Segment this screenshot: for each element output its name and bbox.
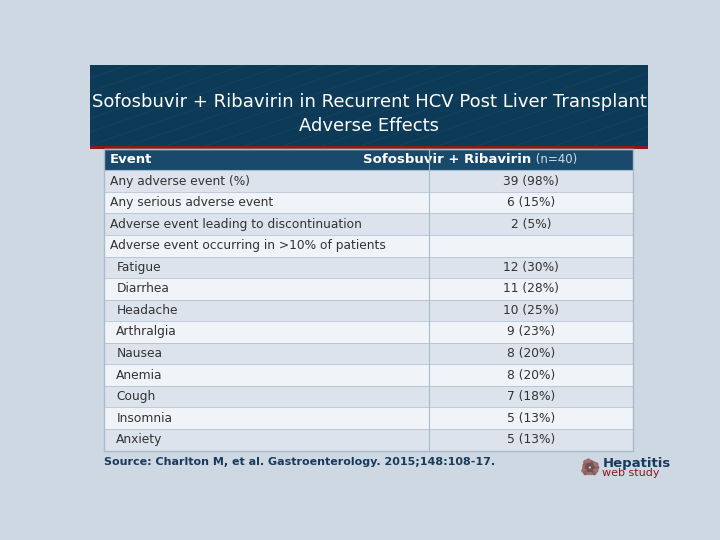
Bar bbox=[104, 386, 429, 408]
Bar bbox=[429, 278, 632, 300]
Text: 11 (28%): 11 (28%) bbox=[503, 282, 559, 295]
Text: Arthralgia: Arthralgia bbox=[117, 326, 177, 339]
Text: web study: web study bbox=[602, 468, 660, 478]
Text: Headache: Headache bbox=[117, 304, 178, 317]
Circle shape bbox=[584, 461, 588, 464]
Text: 8 (20%): 8 (20%) bbox=[507, 369, 555, 382]
Bar bbox=[104, 192, 429, 213]
Bar bbox=[104, 235, 429, 256]
Bar bbox=[429, 321, 632, 343]
Text: Diarrhea: Diarrhea bbox=[117, 282, 169, 295]
Text: Adverse event occurring in >10% of patients: Adverse event occurring in >10% of patie… bbox=[110, 239, 386, 252]
Bar bbox=[104, 170, 429, 192]
Circle shape bbox=[590, 463, 593, 466]
Bar bbox=[104, 148, 632, 450]
Circle shape bbox=[595, 466, 598, 469]
Bar bbox=[104, 256, 429, 278]
Bar bbox=[104, 321, 429, 343]
Text: Any adverse event (%): Any adverse event (%) bbox=[110, 174, 250, 187]
Bar bbox=[104, 213, 429, 235]
Bar bbox=[104, 278, 429, 300]
Text: Sofosbuvir + Ribavirin in Recurrent HCV Post Liver Transplant: Sofosbuvir + Ribavirin in Recurrent HCV … bbox=[91, 93, 647, 111]
Text: 5 (13%): 5 (13%) bbox=[507, 433, 555, 446]
Text: Anemia: Anemia bbox=[117, 369, 163, 382]
Text: Anxiety: Anxiety bbox=[117, 433, 163, 446]
Bar bbox=[104, 343, 429, 364]
Circle shape bbox=[582, 466, 586, 469]
Circle shape bbox=[592, 466, 595, 469]
Circle shape bbox=[585, 466, 588, 469]
Bar bbox=[90, 65, 648, 146]
Circle shape bbox=[582, 469, 585, 472]
Circle shape bbox=[583, 463, 587, 467]
Text: Adverse Effects: Adverse Effects bbox=[299, 117, 439, 134]
Circle shape bbox=[590, 461, 593, 464]
Bar bbox=[104, 300, 429, 321]
Bar bbox=[429, 148, 632, 170]
Text: 5 (13%): 5 (13%) bbox=[507, 411, 555, 425]
Bar bbox=[90, 146, 648, 148]
Text: Insomnia: Insomnia bbox=[117, 411, 172, 425]
Circle shape bbox=[595, 469, 598, 472]
Text: 9 (23%): 9 (23%) bbox=[507, 326, 555, 339]
Text: Event: Event bbox=[110, 153, 153, 166]
Bar bbox=[429, 213, 632, 235]
Bar bbox=[429, 300, 632, 321]
Text: 7 (18%): 7 (18%) bbox=[507, 390, 555, 403]
Text: Adverse event leading to discontinuation: Adverse event leading to discontinuation bbox=[110, 218, 362, 231]
Bar bbox=[104, 148, 632, 450]
Bar bbox=[429, 364, 632, 386]
Text: 8 (20%): 8 (20%) bbox=[507, 347, 555, 360]
Text: Nausea: Nausea bbox=[117, 347, 162, 360]
Text: (n=40): (n=40) bbox=[532, 153, 577, 166]
Circle shape bbox=[587, 469, 590, 471]
Circle shape bbox=[592, 462, 595, 465]
Circle shape bbox=[587, 459, 590, 462]
Circle shape bbox=[593, 471, 596, 475]
Bar bbox=[104, 429, 429, 450]
Text: Sofosbuvir + Ribavirin: Sofosbuvir + Ribavirin bbox=[362, 153, 531, 166]
Text: Fatigue: Fatigue bbox=[117, 261, 161, 274]
Circle shape bbox=[595, 463, 598, 466]
Bar bbox=[104, 408, 429, 429]
Text: Source: Charlton M, et al. Gastroenterology. 2015;148:108-17.: Source: Charlton M, et al. Gastroenterol… bbox=[104, 457, 495, 467]
Bar bbox=[429, 386, 632, 408]
Bar bbox=[429, 343, 632, 364]
Bar bbox=[429, 256, 632, 278]
Text: 6 (15%): 6 (15%) bbox=[507, 196, 555, 209]
Bar bbox=[429, 408, 632, 429]
Circle shape bbox=[584, 471, 588, 475]
Text: 10 (25%): 10 (25%) bbox=[503, 304, 559, 317]
Bar bbox=[429, 192, 632, 213]
Text: Hepatitis: Hepatitis bbox=[602, 457, 670, 470]
Circle shape bbox=[587, 463, 590, 466]
Bar bbox=[104, 148, 429, 170]
Bar bbox=[429, 429, 632, 450]
Text: Any serious adverse event: Any serious adverse event bbox=[110, 196, 274, 209]
Text: 39 (98%): 39 (98%) bbox=[503, 174, 559, 187]
Circle shape bbox=[590, 471, 593, 475]
Text: 12 (30%): 12 (30%) bbox=[503, 261, 559, 274]
Bar bbox=[104, 364, 429, 386]
Circle shape bbox=[590, 469, 593, 471]
Bar bbox=[429, 235, 632, 256]
Circle shape bbox=[587, 471, 590, 475]
Text: Cough: Cough bbox=[117, 390, 156, 403]
Bar bbox=[429, 170, 632, 192]
Text: 2 (5%): 2 (5%) bbox=[510, 218, 551, 231]
